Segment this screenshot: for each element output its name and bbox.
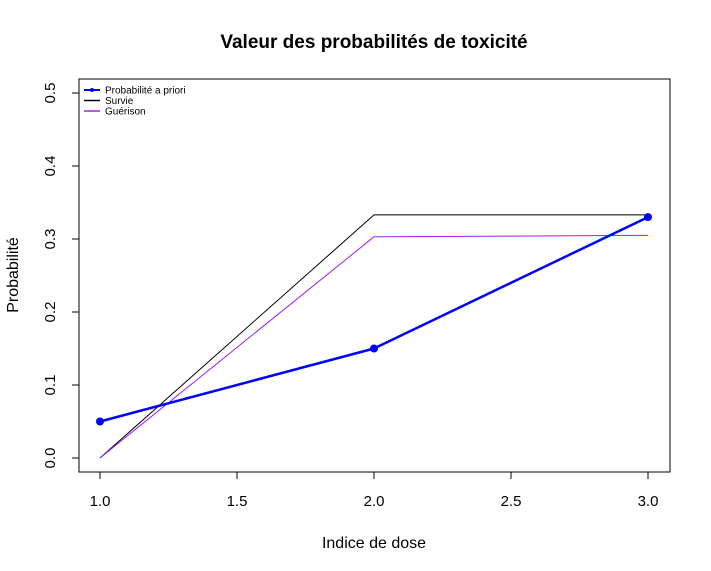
y-tick-label: 0.5 bbox=[42, 83, 59, 104]
x-ticks: 1.0 1.5 2.0 2.5 3.0 bbox=[90, 472, 659, 510]
chart-title: Valeur des probabilités de toxicité bbox=[220, 32, 527, 53]
series-line bbox=[99, 215, 649, 423]
data-point bbox=[644, 213, 652, 222]
x-tick-label: 1.5 bbox=[227, 493, 248, 510]
legend-marker bbox=[90, 88, 94, 92]
series-line bbox=[99, 214, 648, 459]
x-tick-label: 2.0 bbox=[364, 493, 385, 510]
x-tick-label: 3.0 bbox=[638, 493, 659, 510]
legend-label: Guérison bbox=[105, 107, 146, 118]
legend-label: Survie bbox=[105, 96, 134, 107]
series-line bbox=[99, 234, 649, 459]
x-axis-label: Indice de dose bbox=[322, 535, 426, 552]
x-tick-label: 1.0 bbox=[90, 493, 111, 510]
legend-label: Probabilité a priori bbox=[105, 86, 186, 97]
data-point bbox=[370, 344, 378, 353]
y-tick-label: 0.3 bbox=[42, 229, 59, 250]
x-tick-label: 2.5 bbox=[501, 493, 522, 510]
plot-area bbox=[78, 78, 671, 473]
y-axis-label: Probabilité bbox=[5, 237, 22, 313]
y-tick-label: 0.0 bbox=[42, 448, 59, 469]
y-ticks: 0.0 0.1 0.2 0.3 0.4 0.5 bbox=[42, 83, 79, 469]
y-tick-label: 0.4 bbox=[42, 156, 59, 177]
y-tick-label: 0.2 bbox=[42, 302, 59, 323]
data-point bbox=[96, 417, 104, 426]
series-layer bbox=[96, 213, 652, 459]
y-tick-label: 0.1 bbox=[42, 375, 59, 396]
